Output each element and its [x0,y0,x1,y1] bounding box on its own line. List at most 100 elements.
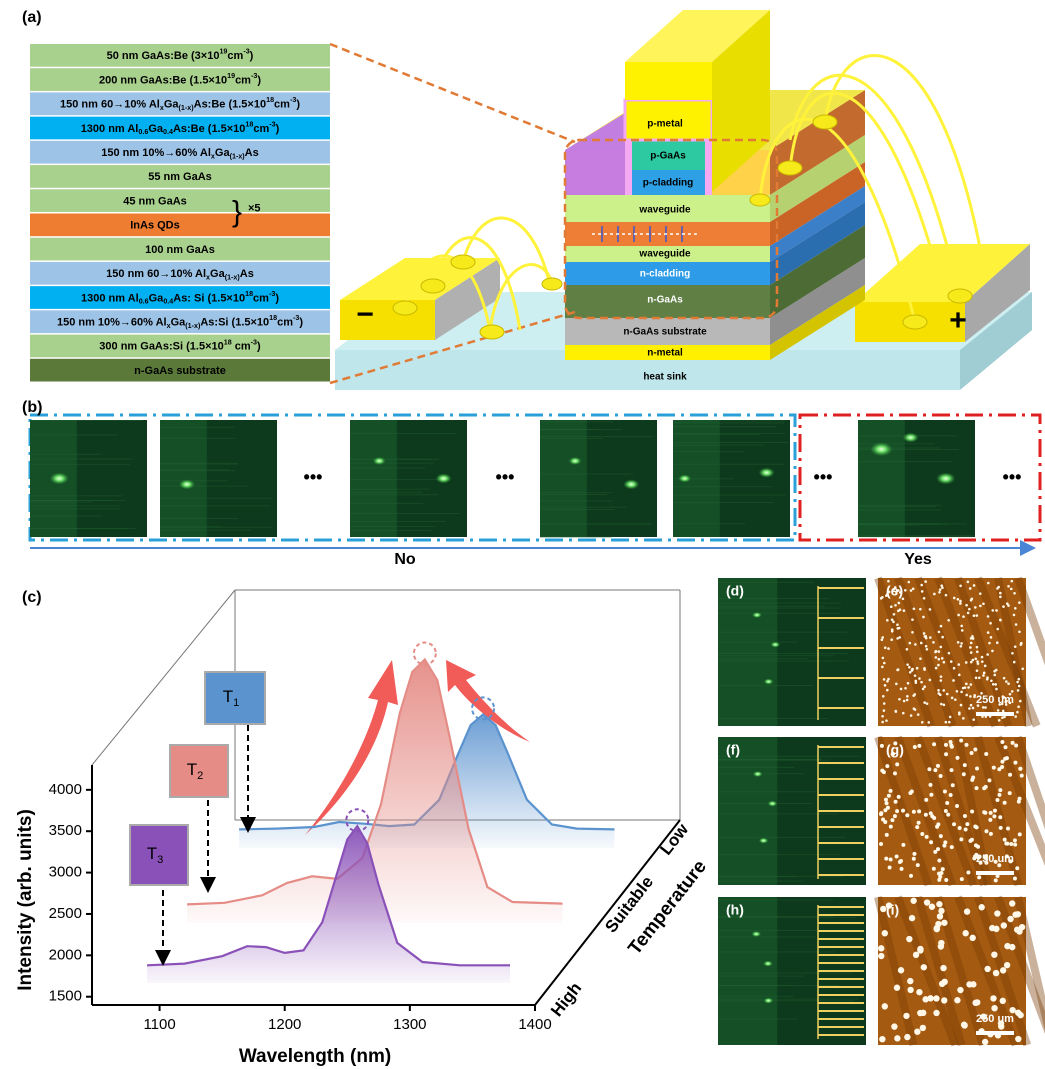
emission-spot [569,457,582,465]
quantum-dot [938,908,944,914]
quantum-dot [990,679,993,682]
text-part: (1-x) [225,273,241,281]
quantum-dot [913,952,919,958]
quantum-dot [896,627,899,630]
quantum-dot [890,818,894,822]
layer [30,214,330,237]
quantum-dot [964,908,970,914]
quantum-dot [901,809,905,813]
quantum-dot [961,629,964,632]
quantum-dot [944,809,948,813]
quantum-dot [972,707,975,710]
quantum-dot [1018,767,1022,771]
panel-label: (h) [726,902,744,918]
quantum-dot [941,657,944,660]
quantum-dot [900,867,904,871]
quantum-dot [883,709,886,712]
quantum-dot [910,898,916,904]
quantum-dot [926,648,929,651]
quantum-dot [1009,842,1013,846]
text-part: As:Be (1.5×10 [194,98,266,110]
quantum-dot [914,674,917,677]
quantum-dot [957,614,960,617]
quantum-dot [989,811,993,815]
quantum-dot [884,857,888,861]
quantum-dot [969,935,975,941]
quantum-dot [943,661,946,664]
quantum-dot [898,698,901,701]
device-label: waveguide [638,249,691,260]
quantum-dot [921,590,924,593]
quantum-dot [916,989,922,995]
panel-label: (a) [22,9,42,26]
quantum-dot [917,713,920,716]
quantum-dot [970,599,973,602]
quantum-dot [999,826,1003,830]
quantum-dot [893,613,896,616]
quantum-dot [891,1023,897,1029]
text-part: Ga [164,98,180,110]
emission-spot [771,642,781,648]
text-part: cm [277,316,293,328]
quantum-dot [992,683,995,686]
quantum-dot [1010,588,1013,591]
quantum-dot [885,833,889,837]
text-part: cm [253,292,269,304]
quantum-dot [1013,761,1017,765]
quantum-dot [883,678,886,681]
text-part: As [245,147,259,159]
glow [718,737,777,885]
quantum-dot [940,965,946,971]
quantum-dot [979,592,982,595]
quantum-dot [984,785,988,789]
quantum-dot [1000,998,1006,1004]
quantum-dot [969,646,972,649]
quantum-dot [970,642,973,645]
quantum-dot [929,840,933,844]
quantum-dot [999,592,1002,595]
quantum-dot [965,604,968,607]
quantum-dot [898,602,901,605]
quantum-dot [1009,944,1015,950]
quantum-dot [1019,700,1022,703]
quantum-dot [896,623,899,626]
quantum-dot [946,693,949,696]
quantum-dot [988,642,991,645]
quantum-dot [894,1035,900,1041]
quantum-dot [944,752,948,756]
quantum-dot [935,667,938,670]
quantum-dot [922,616,925,619]
quantum-dot [941,997,947,1003]
panel-label: (f) [726,742,740,758]
quantum-dot [915,681,918,684]
quantum-dot [887,794,891,798]
quantum-dot [880,597,883,600]
quantum-dot [924,635,927,638]
quantum-dot [958,674,961,677]
quantum-dot [1007,916,1013,922]
quantum-dot [889,857,893,861]
text-part: 1 [233,697,239,709]
quantum-dot [979,904,985,910]
quantum-dot [996,628,999,631]
quantum-dot [883,820,887,824]
quantum-dot [1001,922,1007,928]
figure: (a)50 nm GaAs:Be (3×1019cm-3)200 nm GaAs… [0,0,1045,1069]
quantum-dot [919,657,922,660]
quantum-dot [881,715,884,718]
quantum-dot [933,995,939,1001]
quantum-dot [928,783,932,787]
quantum-dot [974,999,980,1005]
y-tick-label: 3500 [49,822,82,839]
quantum-dot [906,699,909,702]
quantum-dot [882,770,886,774]
quantum-dot [881,636,884,639]
quantum-dot [908,666,911,669]
panel-label: (c) [22,589,42,606]
quantum-dot [952,822,956,826]
quantum-dot [976,650,979,653]
quantum-dot [906,695,909,698]
quantum-dot [885,764,889,768]
quantum-dot [906,936,912,942]
text-part: cm [274,98,290,110]
